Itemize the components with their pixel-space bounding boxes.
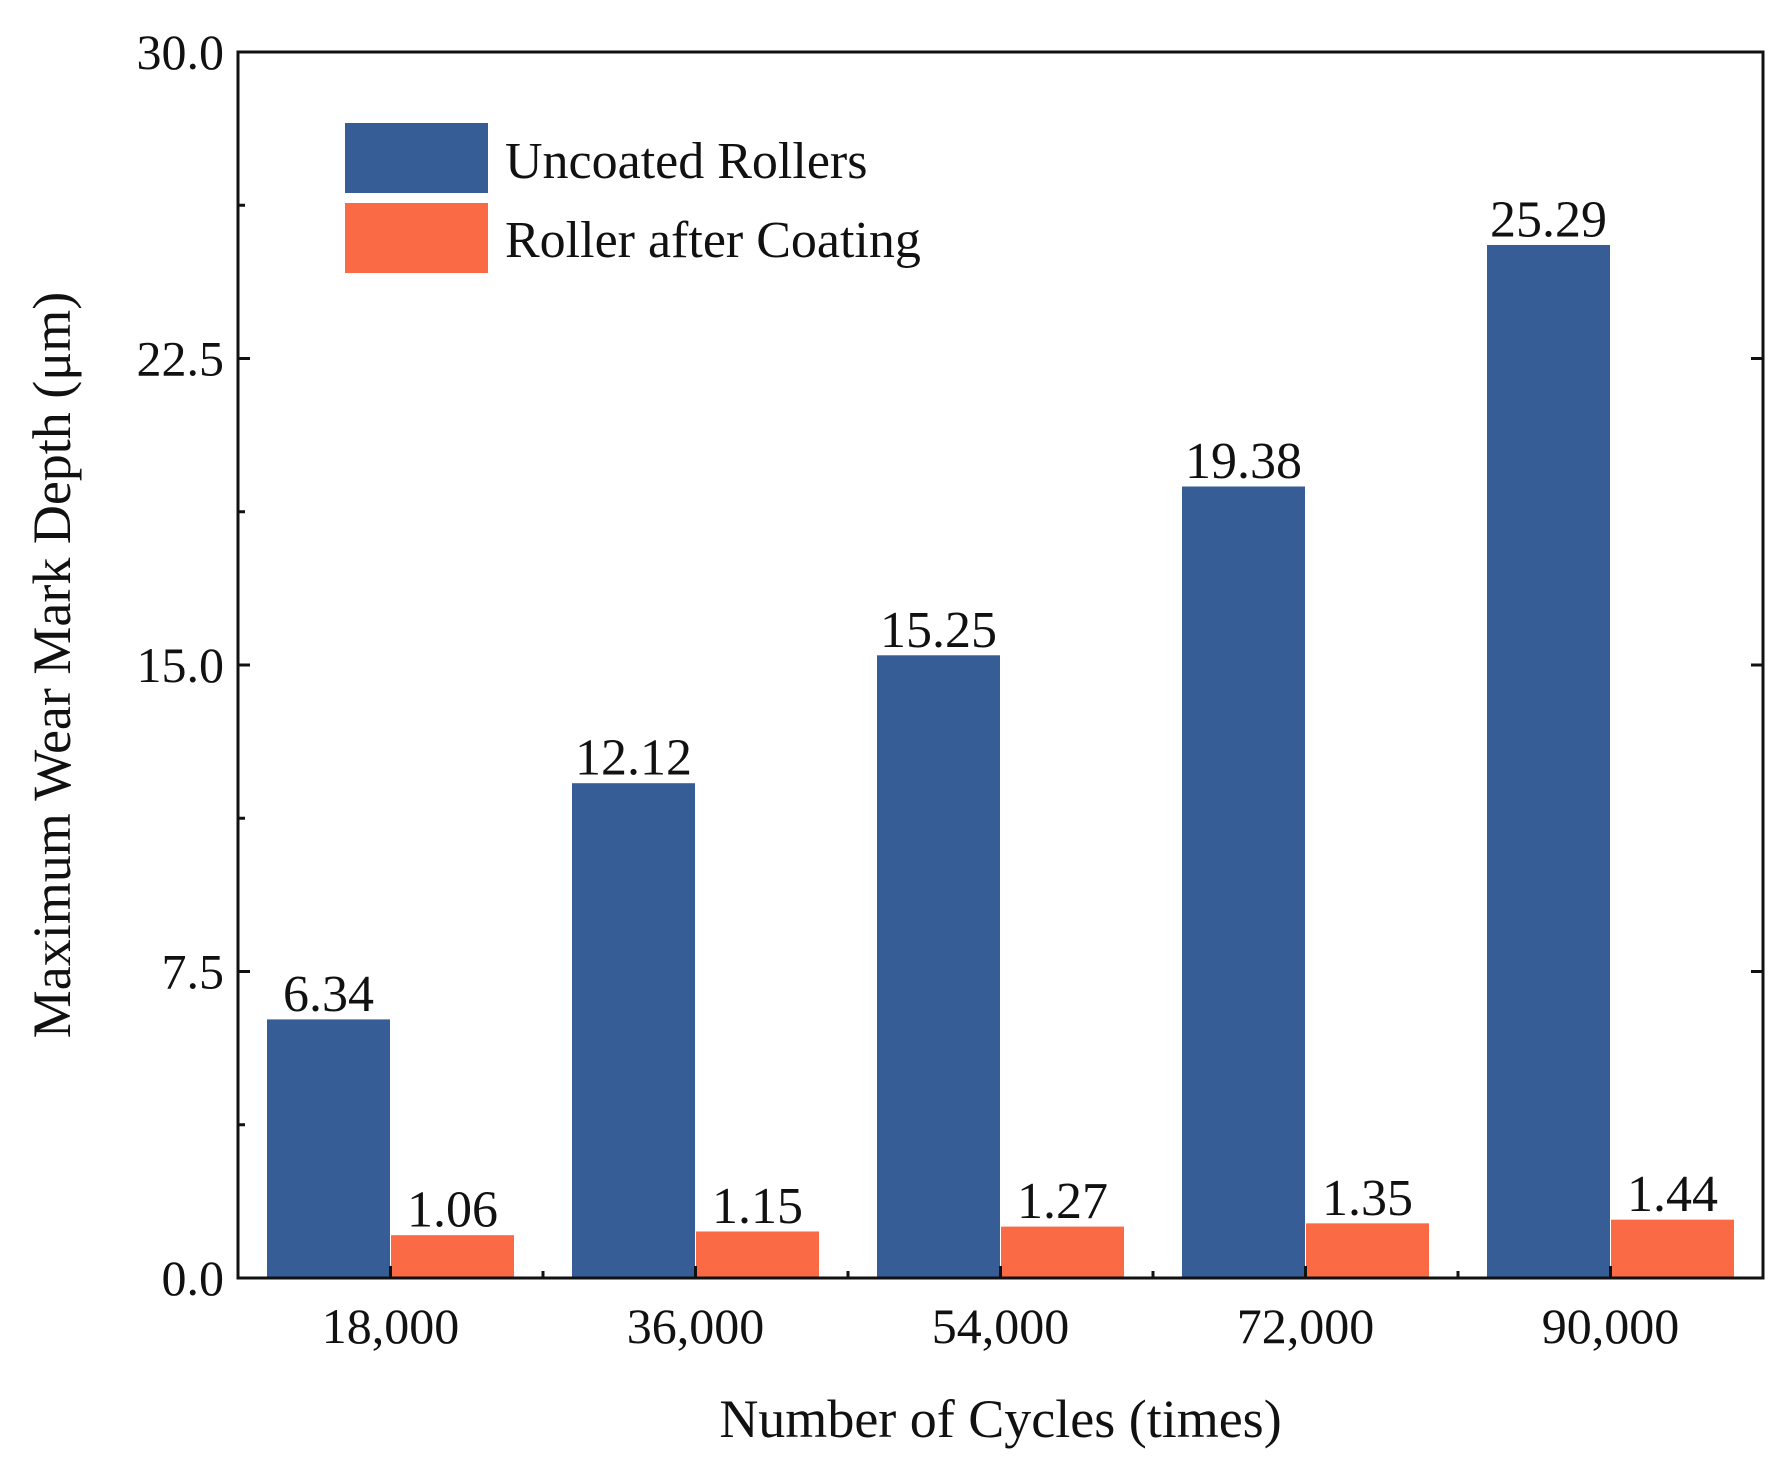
y-tick-label: 30.0: [137, 24, 225, 80]
y-tick-label: 15.0: [137, 637, 225, 693]
bar-uncoated-rollers: [876, 654, 1001, 1279]
data-label-roller-after-coating: 1.06: [407, 1182, 498, 1239]
bar-uncoated-rollers: [266, 1018, 391, 1279]
bar-uncoated-rollers: [571, 782, 696, 1279]
x-tick-label: 90,000: [1542, 1298, 1680, 1354]
legend: Uncoated Rollers Roller after Coating: [345, 123, 921, 273]
bar-roller-after-coating: [1000, 1225, 1125, 1279]
data-label-uncoated-rollers: 15.25: [880, 602, 997, 659]
legend-swatch-roller-after-coating: [345, 203, 488, 273]
data-label-roller-after-coating: 1.27: [1017, 1173, 1108, 1230]
bar-uncoated-rollers: [1181, 485, 1306, 1279]
data-label-roller-after-coating: 1.44: [1627, 1166, 1718, 1223]
data-label-roller-after-coating: 1.15: [712, 1178, 803, 1235]
value-label-group: 6.34 1.06 12.12 1.15 15.25 1.27 19.38 1.35 25.29…: [283, 191, 1718, 1238]
y-tick-label: 22.5: [137, 331, 225, 387]
legend-swatch-uncoated-rollers: [345, 123, 488, 193]
x-tick-label: 72,000: [1237, 1298, 1375, 1354]
bar-roller-after-coating: [1305, 1222, 1430, 1279]
data-label-uncoated-rollers: 12.12: [575, 730, 692, 787]
y-tick-label: 7.5: [162, 944, 225, 1000]
bar-roller-after-coating: [390, 1234, 515, 1279]
bar-roller-after-coating: [695, 1230, 820, 1279]
x-tick-label: 54,000: [932, 1298, 1070, 1354]
y-axis-title: Maximum Wear Mark Depth (μm): [22, 292, 82, 1038]
bar-roller-after-coating: [1610, 1218, 1735, 1279]
bar-group: [266, 243, 1735, 1279]
x-axis-ticks: 18,000 36,000 54,000 72,000 90,000: [322, 1266, 1680, 1354]
legend-label-roller-after-coating: Roller after Coating: [505, 212, 921, 269]
x-tick-label: 18,000: [322, 1298, 460, 1354]
x-axis-title: Number of Cycles (times): [719, 1389, 1281, 1449]
data-label-roller-after-coating: 1.35: [1322, 1170, 1413, 1227]
legend-label-uncoated-rollers: Uncoated Rollers: [505, 133, 867, 190]
data-label-uncoated-rollers: 19.38: [1185, 433, 1302, 490]
y-tick-label: 0.0: [162, 1250, 225, 1306]
data-label-uncoated-rollers: 25.29: [1490, 191, 1607, 248]
y-axis-ticks: 0.0 7.5 15.0 22.5 30.0: [137, 24, 1763, 1306]
x-tick-label: 36,000: [627, 1298, 765, 1354]
bar-uncoated-rollers: [1486, 243, 1611, 1279]
data-label-uncoated-rollers: 6.34: [283, 966, 374, 1023]
